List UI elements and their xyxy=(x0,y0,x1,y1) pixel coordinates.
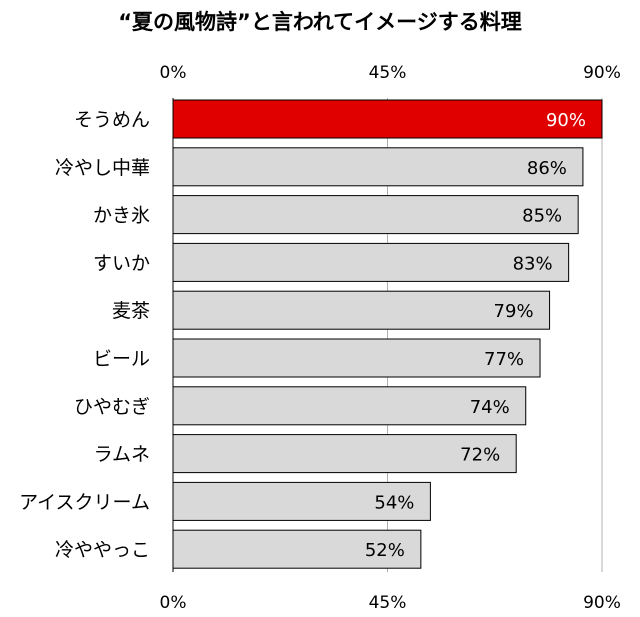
bar xyxy=(172,481,431,521)
data-label: 54% xyxy=(374,492,414,513)
tick-label-bottom: 90% xyxy=(583,593,621,613)
category-label: かき氷 xyxy=(93,205,150,227)
bar xyxy=(172,434,517,474)
category-label: 麦茶 xyxy=(112,300,150,322)
category-label: ひやむぎ xyxy=(74,396,150,418)
data-label: 74% xyxy=(470,397,510,418)
bar xyxy=(172,195,579,235)
bar xyxy=(172,529,422,569)
data-label: 83% xyxy=(513,253,553,274)
data-label: 86% xyxy=(527,158,567,179)
tick-label-bottom: 45% xyxy=(369,593,407,613)
bar xyxy=(172,99,603,139)
category-label: 冷ややっこ xyxy=(55,539,150,561)
category-label: そうめん xyxy=(74,109,150,131)
chart-title: “夏の風物詩”と言われてイメージする料理 xyxy=(118,10,522,34)
data-label: 90% xyxy=(546,110,586,131)
bar xyxy=(172,147,584,187)
bars-layer xyxy=(172,99,603,569)
category-label: アイスクリーム xyxy=(19,491,150,513)
tick-label-bottom: 0% xyxy=(160,593,187,613)
bar xyxy=(172,242,570,282)
tick-label-top: 0% xyxy=(160,63,187,83)
category-label: ラムネ xyxy=(94,444,150,466)
bar xyxy=(172,290,551,330)
data-label: 72% xyxy=(460,445,500,466)
data-label: 79% xyxy=(494,301,534,322)
bar xyxy=(172,338,541,378)
category-label: ビール xyxy=(93,348,150,370)
data-label: 77% xyxy=(484,349,524,370)
category-label: 冷やし中華 xyxy=(55,157,150,179)
data-label: 85% xyxy=(522,206,562,227)
data-label: 52% xyxy=(365,540,405,561)
bar xyxy=(172,386,527,426)
tick-label-top: 45% xyxy=(369,63,407,83)
labels-layer: 0% 0% 45% 45% 90% 90% そうめん 90% 冷やし中華 86% かき氷 85% すいか… xyxy=(19,63,621,613)
tick-label-top: 90% xyxy=(583,63,621,83)
category-label: すいか xyxy=(93,252,150,274)
